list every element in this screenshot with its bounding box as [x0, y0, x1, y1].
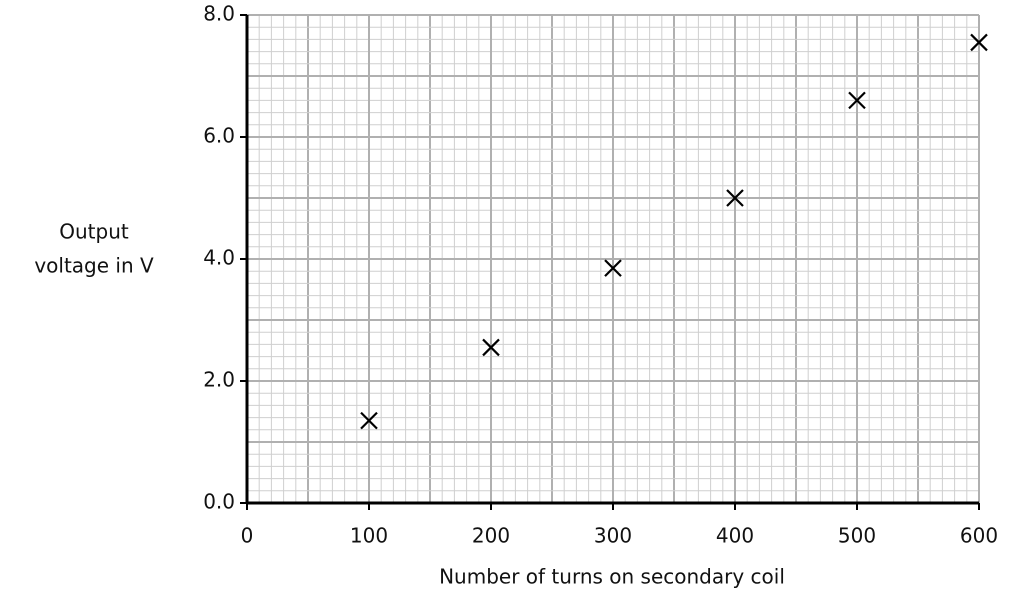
y-axis-label: Output — [59, 220, 129, 244]
y-axis-label: voltage in V — [34, 254, 154, 278]
y-tick-label: 2.0 — [203, 368, 235, 392]
x-tick-label: 300 — [594, 524, 632, 548]
data-point — [604, 259, 622, 277]
x-tick-label: 500 — [838, 524, 876, 548]
x-tick-label: 400 — [716, 524, 754, 548]
y-tick-label: 4.0 — [203, 246, 235, 270]
x-tick-label: 600 — [960, 524, 998, 548]
x-tick-label: 100 — [350, 524, 388, 548]
x-tick-label: 0 — [241, 524, 254, 548]
y-tick-label: 8.0 — [203, 2, 235, 26]
data-point — [848, 91, 866, 110]
data-point — [726, 189, 744, 207]
data-point — [482, 338, 500, 357]
x-tick-label: 200 — [472, 524, 510, 548]
data-point — [970, 33, 988, 52]
y-tick-label: 6.0 — [203, 124, 235, 148]
y-tick-label: 0.0 — [203, 490, 235, 514]
data-point — [360, 411, 378, 430]
x-axis-label: Number of turns on secondary coil — [439, 565, 785, 589]
